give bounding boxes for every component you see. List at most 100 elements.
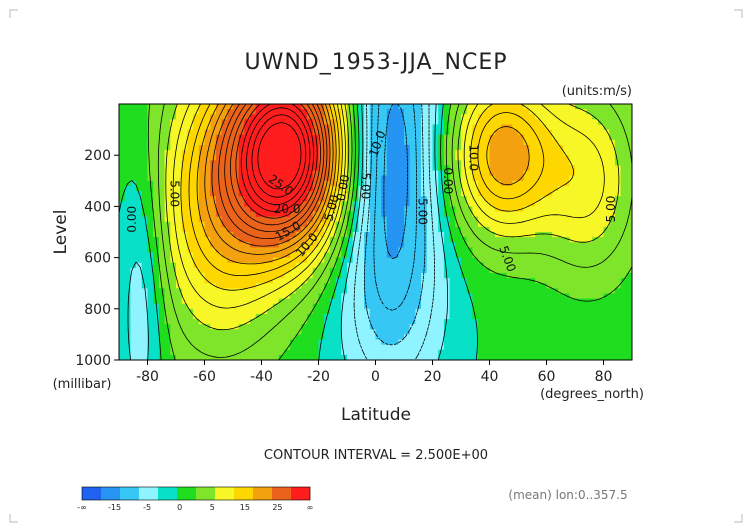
- contour-fill-cell: [352, 180, 359, 187]
- contour-fill-cell: [392, 134, 399, 141]
- contour-fill-cell: [329, 216, 337, 223]
- contour-fill-cell: [404, 278, 411, 284]
- contour-fill-cell: [455, 354, 462, 360]
- contour-fill-cell: [626, 283, 632, 289]
- contour-fill-cell: [198, 298, 206, 305]
- contour-fill-cell: [500, 124, 508, 131]
- x-tick-label: 0: [371, 369, 380, 385]
- contour-fill-cell: [176, 170, 183, 177]
- contour-fill-cell: [290, 313, 297, 320]
- contour-fill-cell: [301, 313, 308, 320]
- contour-fill-cell: [432, 144, 439, 151]
- contour-fill-cell: [540, 185, 548, 192]
- contour-fill-cell: [592, 272, 599, 279]
- contour-fill-cell: [255, 247, 263, 254]
- contour-fill-cell: [358, 124, 365, 131]
- contour-fill-cell: [552, 104, 559, 110]
- contour-fill-cell: [461, 262, 468, 269]
- contour-fill-cell: [500, 109, 508, 115]
- contour-fill-cell: [483, 216, 491, 223]
- contour-fill-cell: [404, 134, 411, 141]
- contour-fill-cell: [170, 344, 177, 351]
- contour-fill-cell: [461, 216, 468, 223]
- contour-fill-cell: [136, 180, 143, 187]
- contour-fill-cell: [557, 175, 565, 182]
- contour-fill-cell: [586, 196, 593, 202]
- contour-fill-cell: [301, 155, 308, 161]
- contour-fill-cell: [221, 283, 228, 289]
- contour-fill-cell: [557, 262, 565, 269]
- contour-fill-cell: [398, 180, 405, 187]
- contour-line: [383, 104, 408, 260]
- contour-fill-cell: [415, 247, 422, 254]
- contour-fill-cell: [238, 334, 245, 341]
- contour-fill-cell: [318, 180, 325, 187]
- contour-fill-cell: [204, 139, 211, 146]
- contour-fill-cell: [250, 129, 257, 136]
- contour-fill-cell: [130, 155, 137, 161]
- contour-fill-cell: [506, 344, 513, 351]
- contour-fill-cell: [136, 124, 143, 131]
- contour-fill-cell: [609, 313, 616, 320]
- contour-fill-cell: [187, 180, 194, 187]
- contour-fill-cell: [198, 334, 206, 341]
- contour-fill-cell: [557, 150, 565, 156]
- contour-fill-cell: [398, 139, 405, 146]
- contour-fill-cell: [455, 242, 462, 248]
- contour-fill-cell: [592, 201, 599, 207]
- contour-fill-cell: [449, 278, 456, 284]
- contour-fill-cell: [198, 344, 206, 351]
- contour-fill-cell: [181, 160, 188, 167]
- contour-fill-cell: [181, 313, 188, 320]
- contour-fill-cell: [284, 165, 291, 172]
- contour-fill-cell: [575, 313, 582, 320]
- contour-fill-cell: [324, 160, 331, 167]
- contour-fill-cell: [221, 150, 228, 156]
- contour-fill-cell: [392, 334, 399, 341]
- contour-fill-cell: [563, 211, 570, 218]
- contour-fill-cell: [438, 298, 445, 305]
- contour-fill-cell: [198, 242, 206, 248]
- contour-line: [240, 104, 315, 212]
- contour-fill-cell: [455, 196, 462, 202]
- contour-fill-cell: [620, 293, 627, 300]
- contour-fill-cell: [221, 232, 228, 238]
- contour-fill-cell: [255, 303, 263, 310]
- contour-fill-cell: [210, 124, 217, 131]
- contour-fill-cell: [609, 129, 616, 136]
- contour-fill-cell: [540, 324, 548, 330]
- contour-fill-cell: [347, 349, 354, 356]
- contour-fill-cell: [466, 257, 473, 264]
- contour-fill-cell: [426, 109, 434, 115]
- contour-fill-cell: [466, 196, 473, 202]
- contour-fill-cell: [278, 134, 285, 141]
- contour-fill-cell: [141, 196, 149, 202]
- contour-fill-cell: [432, 129, 439, 136]
- contour-fill-cell: [580, 134, 587, 141]
- contour-fill-cell: [181, 334, 188, 341]
- contour-fill-cell: [557, 242, 565, 248]
- contour-fill-cell: [358, 247, 365, 254]
- contour-fill-cell: [449, 247, 456, 254]
- contour-fill-cell: [284, 313, 291, 320]
- contour-fill-cell: [193, 237, 200, 243]
- contour-fill-cell: [500, 134, 508, 141]
- contour-fill-cell: [512, 144, 519, 151]
- contour-fill-cell: [381, 139, 388, 146]
- contour-fill-cell: [255, 175, 263, 182]
- contour-fill-cell: [329, 237, 337, 243]
- contour-fill-cell: [398, 329, 405, 335]
- contour-fill-cell: [523, 139, 530, 146]
- contour-fill-cell: [461, 175, 468, 182]
- contour-fill-cell: [164, 237, 171, 243]
- contour-fill-cell: [312, 155, 320, 161]
- contour-fill-cell: [335, 129, 342, 136]
- contour-fill-cell: [215, 226, 223, 233]
- contour-fill-cell: [409, 293, 416, 300]
- contour-fill-cell: [284, 334, 291, 341]
- contour-fill-cell: [119, 144, 126, 151]
- contour-fill-cell: [575, 252, 582, 259]
- contour-fill-cell: [255, 191, 263, 197]
- contour-fill-cell: [421, 283, 428, 289]
- contour-fill-cell: [557, 288, 565, 295]
